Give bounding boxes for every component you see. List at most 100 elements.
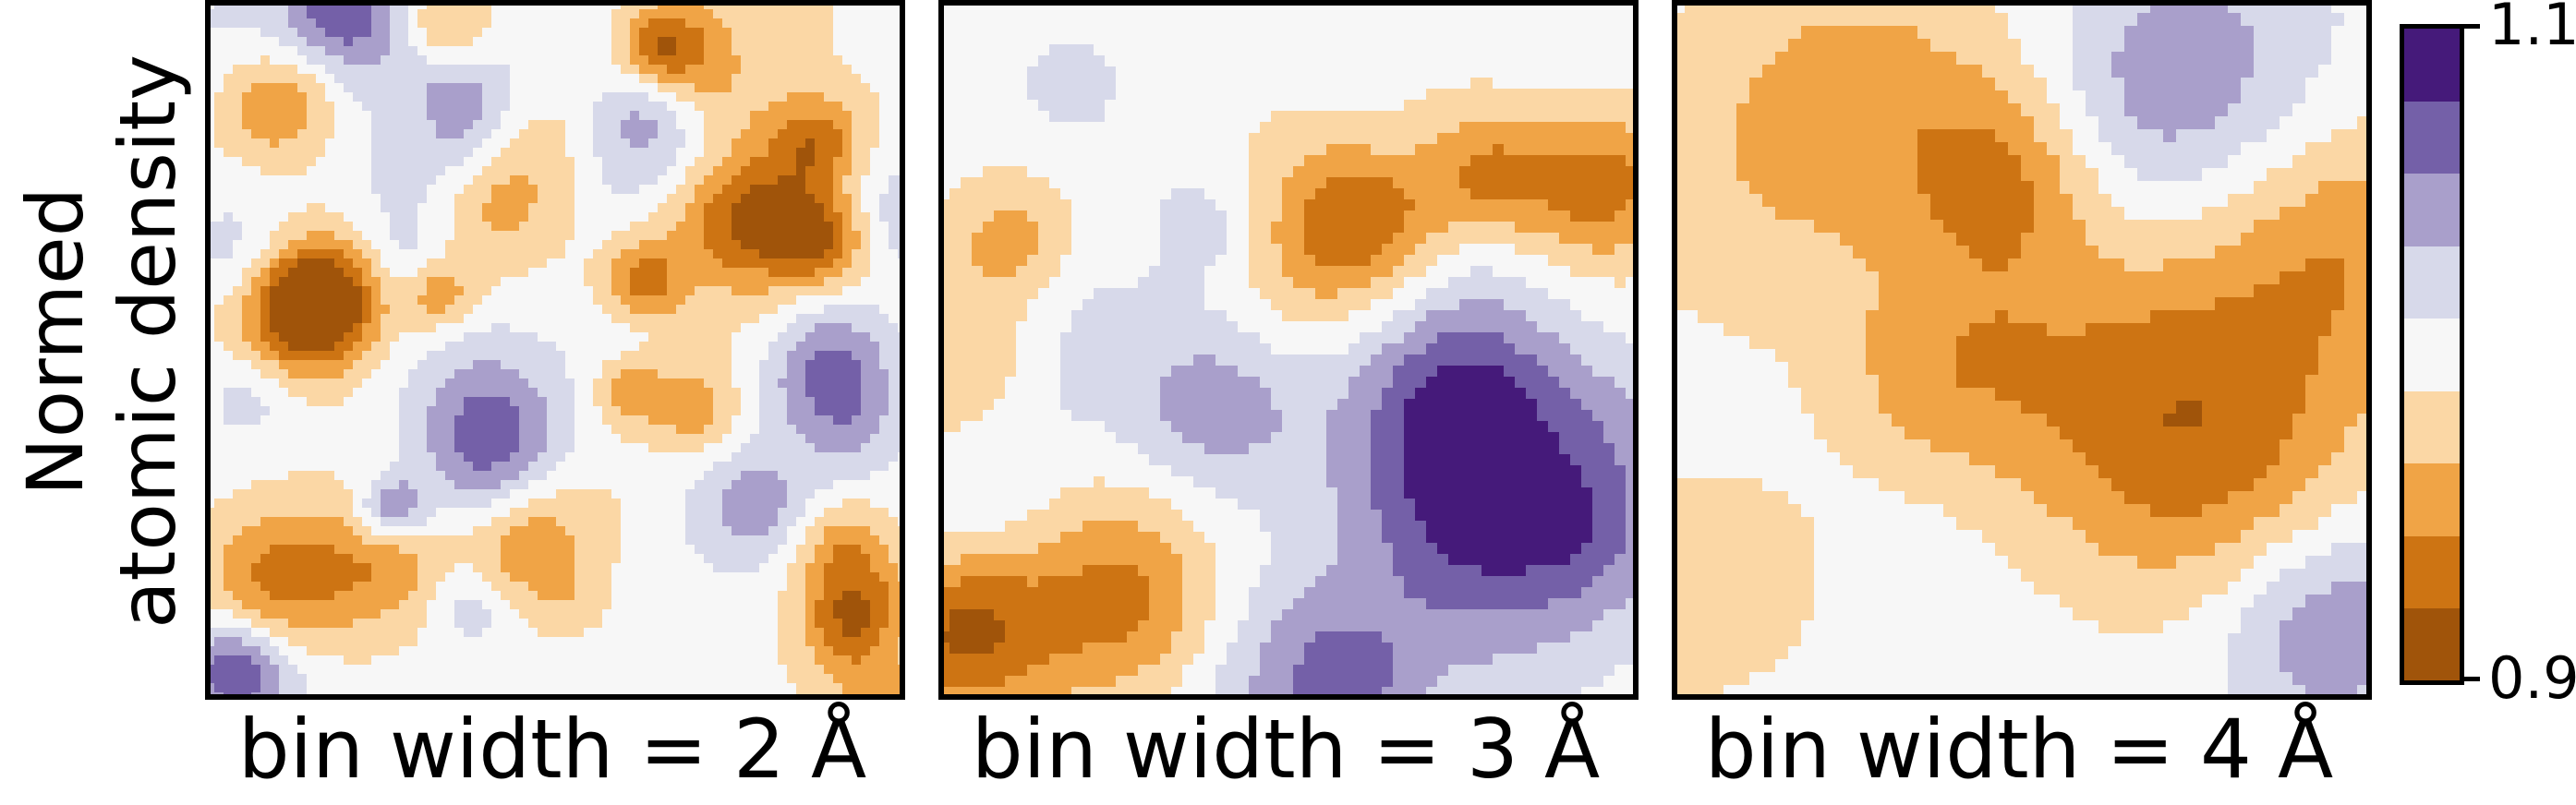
density-cell [833,388,843,398]
density-cell [593,406,603,416]
density-cell [584,9,594,19]
density-cell [260,258,271,269]
density-cell [741,591,751,601]
density-cell [334,120,345,130]
density-cell [510,369,520,379]
density-cell [417,148,428,158]
density-cell [759,545,769,555]
density-cell [861,397,871,407]
density-cell [482,462,492,472]
density-cell [399,157,409,167]
density-cell [344,286,354,296]
density-cell [371,388,381,398]
density-cell [279,471,289,481]
density-cell [667,102,677,112]
density-cell [879,46,889,56]
density-cell [833,249,843,259]
density-cell [297,517,308,527]
density-cell [833,111,843,121]
density-cell [528,369,538,379]
density-cell [639,591,649,601]
density-cell [288,388,298,398]
density-cell [676,415,686,426]
density-cell [473,268,483,278]
density-cell [787,148,797,158]
density-cell [584,600,594,610]
density-cell [861,388,871,398]
density-cell [482,526,492,536]
density-cell [260,517,271,527]
density-cell [316,554,326,564]
density-cell [214,240,224,250]
density-cell [224,471,234,481]
density-cell [852,295,862,306]
density-cell [879,554,889,564]
density-cell [224,9,234,19]
density-cell [695,295,705,306]
density-cell [667,332,677,342]
density-cell [824,554,834,564]
density-cell [611,388,622,398]
density-cell [510,305,520,315]
density-cell [464,138,474,149]
density-cell [565,129,575,139]
density-cell [408,92,418,102]
density-cell [316,129,326,139]
density-cell [371,9,381,19]
density-cell [344,526,354,536]
density-cell [704,434,714,444]
density-cell [759,0,769,10]
density-cell [565,240,575,250]
density-cell [417,582,428,592]
density-cell [224,157,234,167]
density-cell [889,129,899,139]
density-cell [722,102,732,112]
density-cell [584,388,594,398]
density-cell [510,360,520,370]
density-cell [593,415,603,426]
density-cell [778,111,788,121]
density-cell [593,351,603,361]
density-cell [879,102,889,112]
density-cell [602,360,612,370]
density-cell [371,249,381,259]
density-cell [279,360,289,370]
density-cell [270,535,280,546]
density-cell [251,28,261,38]
density-cell [242,249,252,259]
density-cell [510,535,520,546]
density-cell [390,314,400,324]
density-cell [778,148,788,158]
density-cell [381,462,391,472]
density-cell [722,138,732,149]
density-cell [667,268,677,278]
density-cell [602,462,612,472]
density-cell [565,600,575,610]
density-cell [242,55,252,66]
density-cell [621,397,631,407]
density-cell [251,545,261,555]
density-cell [233,572,243,583]
density-cell [713,471,723,481]
density-cell [362,425,372,435]
density-cell [667,231,677,241]
density-cell [381,194,391,204]
density-cell [297,212,308,222]
density-cell [260,443,271,453]
density-cell [417,157,428,167]
density-cell [482,489,492,499]
density-cell [805,258,816,269]
density-cell [279,120,289,130]
density-cell [390,397,400,407]
density-cell [399,508,409,518]
density-cell [297,28,308,38]
density-cell [242,397,252,407]
density-cell [648,462,659,472]
density-cell [889,92,899,102]
density-cell [242,157,252,167]
density-cell [288,28,298,38]
density-cell [648,258,659,269]
density-cell [501,268,511,278]
density-cell [519,258,529,269]
density-cell [427,342,437,352]
